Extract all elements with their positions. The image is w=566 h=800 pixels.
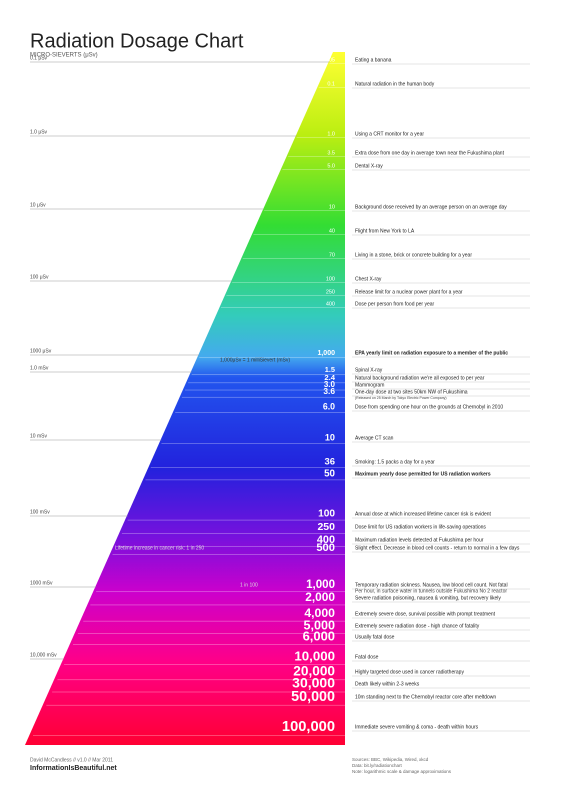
scale-label: 0.1 μSv bbox=[30, 55, 48, 61]
scale-label: 10,000 mSv bbox=[30, 652, 57, 658]
description: One-day dose at two sites 50km NW of Fuk… bbox=[355, 389, 468, 395]
description: Highly targeted dose used in cancer radi… bbox=[355, 669, 464, 675]
description: Extremely severe dose, survival possible… bbox=[355, 611, 496, 617]
description: Flight from New York to LA bbox=[355, 228, 415, 234]
description: Dental X-ray bbox=[355, 163, 383, 169]
dose-value: 4,000 bbox=[304, 606, 335, 620]
description: Slight effect. Decrease in blood cell co… bbox=[355, 545, 520, 551]
description-detail: (Released on 25 March by Tokyo Electric … bbox=[355, 396, 447, 400]
dose-value: 3.0 bbox=[324, 380, 336, 389]
title: Radiation Dosage Chart bbox=[30, 30, 244, 52]
site: InformationIsBeautiful.net bbox=[30, 765, 117, 772]
dose-value: 500 bbox=[316, 542, 335, 554]
description: Maximum radiation levels detected at Fuk… bbox=[355, 537, 484, 543]
description: Annual dose at which increased lifetime … bbox=[355, 511, 492, 517]
dose-value: 0.1 bbox=[327, 81, 335, 87]
scale-label: 100 mSv bbox=[30, 509, 50, 515]
description: Mammogram bbox=[355, 382, 384, 388]
dose-value: 10 bbox=[325, 432, 335, 442]
note: Lifetime increase in cancer risk: 1 in 2… bbox=[115, 545, 204, 551]
dose-value: 1.0 bbox=[327, 131, 335, 137]
description: Natural background radiation we're all e… bbox=[355, 375, 485, 381]
source: Note: logarithmic scale & damage approxi… bbox=[352, 769, 452, 774]
scale-label: 1.0 μSv bbox=[30, 129, 48, 135]
dose-value: 50,000 bbox=[291, 689, 335, 705]
dose-value: 1,000 bbox=[306, 579, 335, 591]
description: Immediate severe vomiting & coma - death… bbox=[355, 724, 479, 730]
description: Fatal dose bbox=[355, 654, 379, 660]
description: Usually fatal dose bbox=[355, 634, 395, 640]
description: Background dose received by an average p… bbox=[355, 204, 507, 210]
dose-value: 6.0 bbox=[323, 401, 335, 411]
dose-value: 1,000 bbox=[317, 350, 335, 357]
source: Data: bit.ly/radiationchart bbox=[352, 763, 403, 768]
dose-value: 36 bbox=[325, 457, 336, 468]
description: Average CT scan bbox=[355, 435, 394, 441]
scale-label: 1.0 mSv bbox=[30, 365, 49, 371]
description-detail: Per hour, in surface water in tunnels ou… bbox=[355, 588, 507, 594]
description: Eating a banana bbox=[355, 57, 392, 63]
description: Using a CRT monitor for a year bbox=[355, 131, 424, 137]
note: 1 in 100 bbox=[240, 582, 258, 588]
description: Release limit for a nuclear power plant … bbox=[355, 289, 463, 295]
dose-value: 3.6 bbox=[323, 386, 335, 396]
description: Living in a stone, brick or concrete bui… bbox=[355, 252, 472, 258]
dose-value: 70 bbox=[329, 252, 335, 258]
description: Extremely severe radiation dose - high c… bbox=[355, 623, 480, 629]
dose-value: 3.5 bbox=[327, 150, 335, 156]
credit: David McCandless // v1.0 // Mar 2011 bbox=[30, 757, 113, 763]
description: Death likely within 2-3 weeks bbox=[355, 681, 420, 687]
description: Chest X-ray bbox=[355, 276, 382, 282]
dose-value: 40 bbox=[329, 228, 335, 234]
dose-value: 20,000 bbox=[293, 664, 335, 679]
scale-label: 10 μSv bbox=[30, 202, 46, 208]
description: Temporary radiation sickness. Nausea, lo… bbox=[355, 582, 508, 588]
description: Extra dose from one day in average town … bbox=[355, 150, 505, 156]
dose-value: 100 bbox=[318, 509, 335, 520]
dose-value: 100,000 bbox=[282, 719, 335, 735]
dose-value: 2,000 bbox=[305, 590, 335, 604]
description: Dose from spending one hour on the groun… bbox=[355, 404, 503, 410]
dose-triangle bbox=[25, 52, 345, 745]
description: Smoking: 1.5 packs a day for a year bbox=[355, 459, 435, 465]
dose-value: 5.0 bbox=[327, 163, 335, 169]
scale-label: 100 μSv bbox=[30, 274, 49, 280]
dose-value: 250 bbox=[317, 521, 335, 533]
description: EPA yearly limit on radiation exposure t… bbox=[355, 350, 508, 356]
description: Natural radiation in the human body bbox=[355, 81, 435, 87]
scale-label: 1000 mSv bbox=[30, 580, 53, 586]
description: Dose limit for US radiation workers in l… bbox=[355, 524, 486, 530]
description: Dose per person from food per year bbox=[355, 301, 435, 307]
dose-value: 30,000 bbox=[292, 675, 335, 691]
note: 1,000μSv = 1 milliSievert (mSv) bbox=[220, 357, 290, 363]
dose-value: 10,000 bbox=[294, 649, 335, 664]
dose-value: 100 bbox=[326, 276, 335, 282]
unit-label: MICRO-SIEVERTS (μSv) bbox=[30, 53, 98, 59]
dose-value: 0.05 bbox=[324, 57, 335, 63]
description: Severe radiation poisoning, nausea & vom… bbox=[355, 595, 501, 601]
dose-value: 400 bbox=[317, 534, 335, 546]
dose-value: 1.5 bbox=[325, 365, 335, 374]
dose-value: 50 bbox=[324, 469, 335, 480]
dose-value: 250 bbox=[326, 289, 335, 295]
dose-value: 400 bbox=[326, 301, 335, 307]
description: Maximum yearly dose permitted for US rad… bbox=[355, 471, 491, 477]
scale-label: 1000 μSv bbox=[30, 348, 52, 354]
description: Spinal X-ray bbox=[355, 367, 383, 373]
scale-label: 10 mSv bbox=[30, 433, 47, 439]
description: 10m standing next to the Chernobyl react… bbox=[355, 694, 496, 700]
dose-value: 6,000 bbox=[303, 628, 335, 643]
dose-value: 10 bbox=[329, 204, 335, 210]
source: Sources: BBC, Wikipedia, Wired, xkcd bbox=[352, 757, 429, 762]
dose-value: 2.4 bbox=[324, 373, 335, 382]
dose-value: 5,000 bbox=[303, 618, 335, 632]
